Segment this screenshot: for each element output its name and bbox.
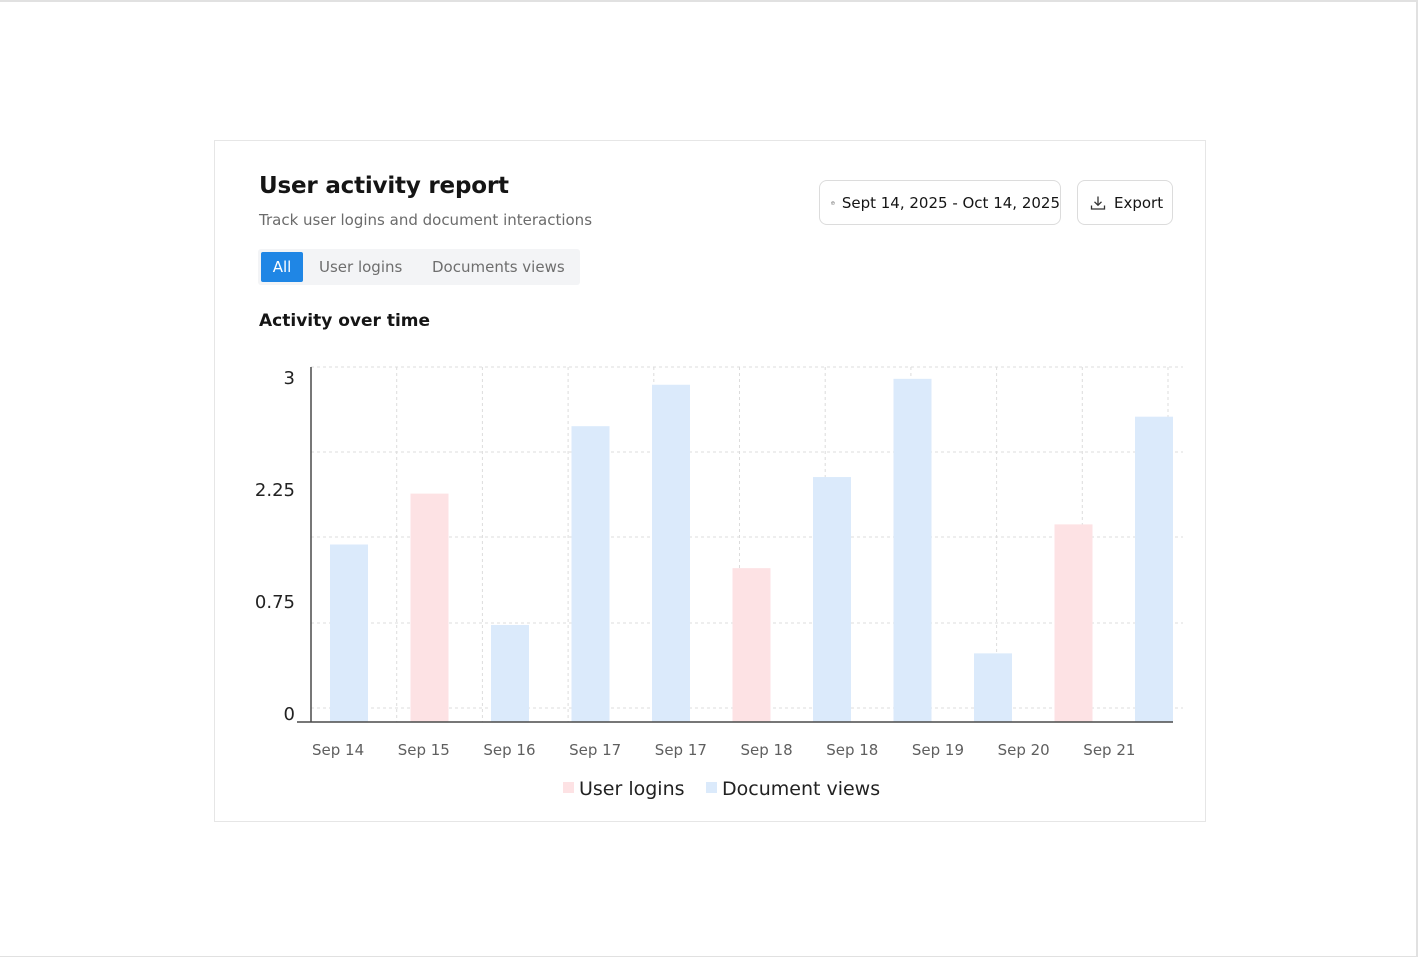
date-range-button[interactable]: Sept 14, 2025 - Oct 14, 2025 xyxy=(819,180,1061,225)
legend-label-user-logins: User logins xyxy=(579,778,685,800)
y-tick-label: 0 xyxy=(284,704,295,725)
tab-all[interactable]: All xyxy=(261,252,303,282)
page-subtitle: Track user logins and document interacti… xyxy=(259,211,593,229)
bar-document-views xyxy=(1135,416,1173,722)
bar-document-views xyxy=(652,384,690,722)
bar-document-views xyxy=(330,544,368,722)
bar-document-views xyxy=(893,378,932,722)
bar-document-views xyxy=(974,653,1012,722)
bar-document-views xyxy=(813,477,851,722)
x-tick-label: Sep 16 xyxy=(483,741,535,759)
tab-documents-views[interactable]: Documents views xyxy=(432,258,565,276)
bar-document-views xyxy=(571,426,610,722)
filter-tabs: All User logins Documents views xyxy=(258,249,580,285)
bar-document-views xyxy=(491,624,529,722)
x-tick-label: Sep 17 xyxy=(655,741,707,759)
calendar-icon xyxy=(831,201,835,205)
page-title: User activity report xyxy=(259,173,509,199)
export-label: Export xyxy=(1114,193,1164,212)
legend-swatch-document-views xyxy=(706,782,717,793)
bar-user-logins xyxy=(1054,524,1093,722)
bar-user-logins xyxy=(410,493,449,722)
chart-title: Activity over time xyxy=(259,311,431,331)
y-tick-label: 0.75 xyxy=(255,592,295,613)
legend-swatch-user-logins xyxy=(563,782,574,793)
x-tick-label: Sep 14 xyxy=(312,741,364,759)
x-tick-label: Sep 17 xyxy=(569,741,621,759)
x-tick-label: Sep 15 xyxy=(398,741,450,759)
date-range-label: Sept 14, 2025 - Oct 14, 2025 xyxy=(841,193,1060,212)
bar-user-logins xyxy=(732,568,771,722)
x-tick-label: Sep 18 xyxy=(826,741,878,759)
download-icon xyxy=(1090,196,1106,210)
legend-label-document-views: Document views xyxy=(722,778,880,800)
x-tick-label: Sep 19 xyxy=(912,741,964,759)
x-tick-label: Sep 18 xyxy=(741,741,793,759)
export-button[interactable]: Export xyxy=(1077,180,1173,225)
y-tick-label: 3 xyxy=(284,368,295,389)
tab-user-logins[interactable]: User logins xyxy=(319,258,403,276)
x-tick-label: Sep 21 xyxy=(1083,741,1135,759)
y-tick-label: 2.25 xyxy=(255,480,295,501)
x-tick-label: Sep 20 xyxy=(998,741,1050,759)
